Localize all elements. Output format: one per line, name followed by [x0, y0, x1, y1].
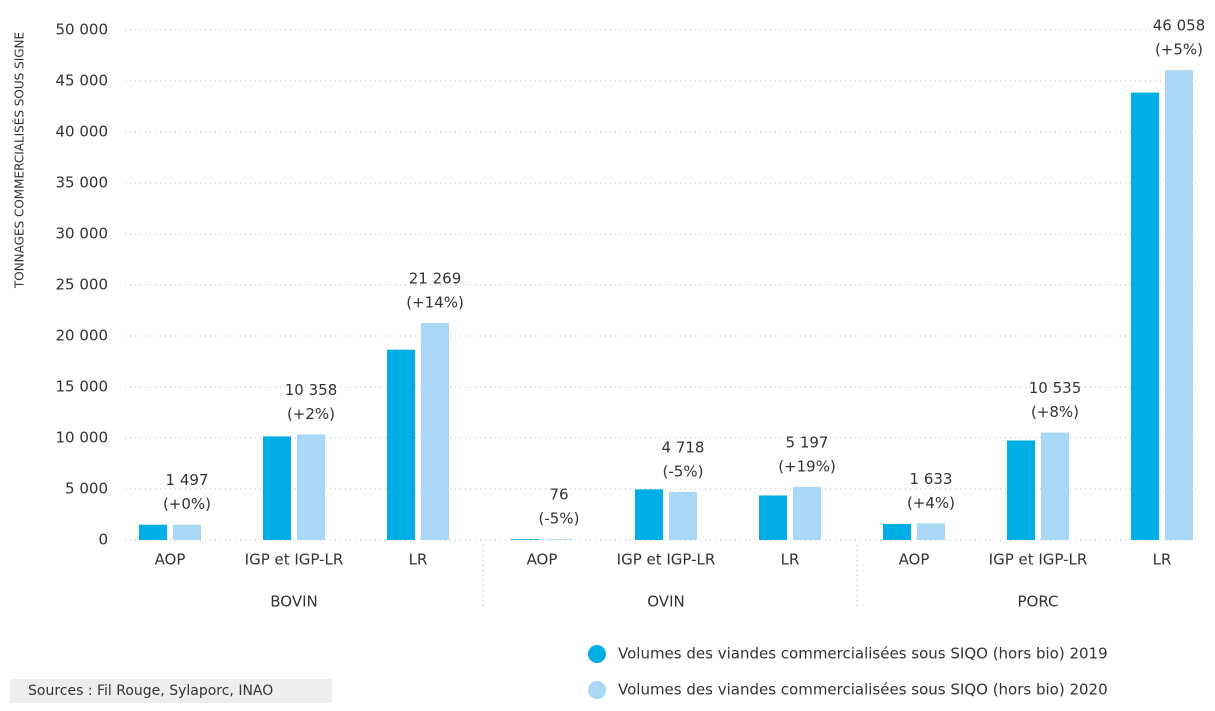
change-label: (+5%) — [1155, 41, 1203, 59]
group-label: BOVIN — [270, 593, 317, 611]
legend-marker — [588, 681, 606, 699]
source: Sources : Fil Rouge, Sylaporc, INAO — [28, 683, 273, 699]
bar — [917, 523, 945, 540]
group-label: PORC — [1017, 593, 1058, 611]
value-label: 76 — [549, 486, 568, 504]
change-label: (+14%) — [406, 294, 464, 312]
legend-label: Volumes des viandes commercialisées sous… — [618, 681, 1108, 699]
x-tick-label: AOP — [527, 551, 558, 569]
bar — [883, 523, 911, 540]
bar — [545, 539, 573, 540]
change-label: (-5%) — [663, 462, 704, 480]
y-tick-label: 5 000 — [65, 480, 108, 498]
value-label: 1 497 — [166, 471, 209, 489]
bar — [1131, 92, 1159, 541]
bar — [387, 349, 415, 540]
y-tick-label: 50 000 — [56, 21, 109, 39]
legend-marker — [588, 645, 606, 663]
bar — [297, 434, 325, 540]
y-tick-label: 20 000 — [56, 327, 109, 345]
change-label: (+19%) — [778, 457, 836, 475]
source-box — [10, 679, 332, 703]
y-tick-label: 45 000 — [56, 72, 109, 90]
y-tick-label: 25 000 — [56, 276, 109, 294]
y-tick-label: 40 000 — [56, 123, 109, 141]
change-label: (+0%) — [163, 495, 211, 513]
y-tick-label: 30 000 — [56, 225, 109, 243]
y-tick-label: 15 000 — [56, 378, 109, 396]
bar — [635, 489, 663, 540]
change-label: (+2%) — [287, 405, 335, 423]
legend-label: Volumes des viandes commercialisées sous… — [618, 645, 1108, 663]
x-tick-label: IGP et IGP-LR — [989, 551, 1088, 569]
value-label: 4 718 — [662, 438, 705, 456]
group-label: OVIN — [647, 593, 684, 611]
bar — [263, 436, 291, 540]
y-tick-label: 0 — [98, 531, 108, 549]
bar — [1007, 440, 1035, 540]
bar — [759, 495, 787, 540]
x-tick-label: IGP et IGP-LR — [245, 551, 344, 569]
bar — [511, 539, 539, 540]
y-tick-label: 35 000 — [56, 174, 109, 192]
value-label: 10 535 — [1029, 379, 1082, 397]
bar — [139, 524, 167, 540]
bar — [1041, 432, 1069, 540]
x-tick-label: AOP — [155, 551, 186, 569]
bar — [421, 323, 449, 540]
value-label: 5 197 — [786, 433, 829, 451]
x-tick-label: IGP et IGP-LR — [617, 551, 716, 569]
y-tick-label: 10 000 — [56, 429, 109, 447]
value-label: 10 358 — [285, 381, 338, 399]
x-tick-label: AOP — [899, 551, 930, 569]
x-tick-label: LR — [781, 551, 800, 569]
value-label: 1 633 — [910, 470, 953, 488]
bar — [793, 486, 821, 540]
change-label: (+4%) — [907, 494, 955, 512]
x-tick-label: LR — [1153, 551, 1172, 569]
bar — [1165, 70, 1193, 540]
change-label: (-5%) — [539, 510, 580, 528]
bar — [173, 524, 201, 540]
change-label: (+8%) — [1031, 403, 1079, 421]
value-label: 21 269 — [409, 270, 462, 288]
y-axis-label: TONNAGES COMMERCIALISÉS SOUS SIGNE — [12, 32, 27, 289]
bar — [669, 491, 697, 540]
value-label: 46 058 — [1153, 17, 1206, 35]
x-tick-label: LR — [409, 551, 428, 569]
